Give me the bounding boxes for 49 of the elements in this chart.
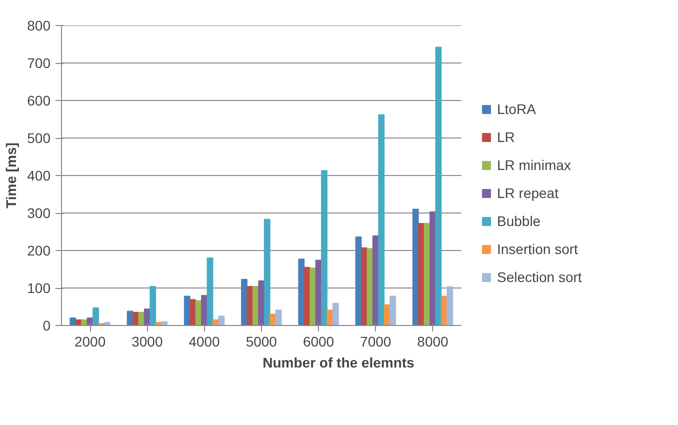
y-tick-label: 0: [42, 318, 51, 334]
x-axis-title: Number of the elemnts: [262, 354, 415, 370]
x-tick-label: 6000: [302, 334, 334, 350]
bar: [104, 322, 110, 326]
bar: [310, 268, 316, 326]
bar: [258, 280, 265, 326]
bar: [378, 114, 385, 326]
y-tick-label: 300: [27, 205, 51, 221]
bar: [92, 307, 99, 326]
x-tick-label: 2000: [74, 334, 106, 350]
x-tick-label: 8000: [417, 334, 449, 350]
y-tick-label: 700: [27, 55, 51, 71]
bar: [446, 286, 454, 326]
x-tick-label: 7000: [360, 334, 392, 350]
y-tick-label: 500: [27, 130, 51, 146]
bar: [241, 278, 248, 326]
bar: [206, 258, 214, 326]
bar: [298, 258, 305, 326]
legend-label: Selection sort: [497, 269, 582, 285]
y-tick-label: 400: [27, 168, 51, 184]
bar: [150, 286, 156, 326]
legend-label: LtoRA: [497, 101, 536, 117]
bar: [275, 310, 282, 326]
x-tick-label: 5000: [246, 334, 278, 350]
legend-label: LR repeat: [497, 185, 558, 201]
bar: [138, 312, 145, 326]
bar: [321, 170, 328, 326]
y-tick-label: 100: [27, 280, 51, 296]
bar: [190, 299, 196, 326]
x-tick-label: 3000: [132, 334, 163, 350]
bar: [326, 310, 334, 326]
legend-label: LR: [497, 129, 516, 145]
legend-label: Insertion sort: [497, 241, 578, 257]
bar: [418, 223, 425, 326]
bar: [70, 318, 76, 326]
y-tick-label: 200: [27, 242, 51, 258]
bar: [332, 302, 339, 326]
x-tick-label: 4000: [188, 334, 220, 350]
legend-label: Bubble: [497, 213, 541, 229]
y-tick-label: 600: [27, 92, 51, 108]
bar: [201, 295, 208, 326]
y-tick-label: 800: [27, 18, 51, 34]
bar: [366, 248, 374, 326]
bar: [218, 316, 225, 326]
bar: [264, 218, 270, 326]
bar: [390, 296, 396, 326]
bar: [435, 46, 442, 326]
legend-label: LR minimax: [497, 157, 571, 173]
y-axis-title: Time [ms]: [3, 142, 20, 208]
